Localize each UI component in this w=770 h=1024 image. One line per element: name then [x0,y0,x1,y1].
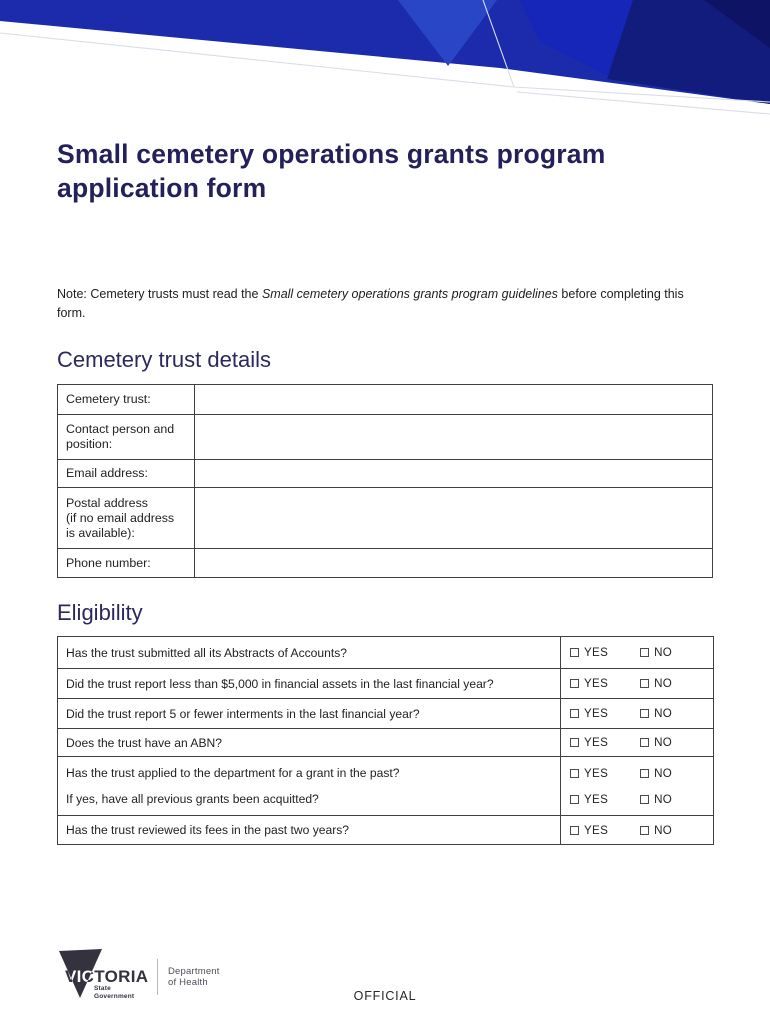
question-interments: Did the trust report 5 or fewer intermen… [57,698,561,729]
field-label-cemetery-trust: Cemetery trust: [57,384,195,415]
checkbox-icon[interactable] [640,648,650,657]
no-checkbox-option[interactable]: NO [640,824,672,837]
yes-checkbox-option[interactable]: YES [570,707,608,720]
banner-shape-bright-band [520,0,633,78]
no-label: NO [654,677,673,690]
table-row: Has the trust reviewed its fees in the p… [57,815,714,845]
yes-label: YES [584,677,609,690]
yes-label: YES [584,736,609,749]
checkbox-icon[interactable] [640,709,650,718]
banner-hairline-left [0,32,515,88]
note-suffix: before completing this form. [57,287,684,320]
table-row: Contact person and position: [57,414,713,460]
yes-label: YES [584,792,609,806]
checkbox-icon[interactable] [570,648,579,657]
yes-label: YES [584,823,609,837]
checkbox-icon[interactable] [570,679,579,688]
banner-hairline-right-upper [513,86,770,103]
checkbox-icon[interactable] [570,794,579,804]
no-checkbox-option[interactable]: NO [640,646,672,659]
table-row: Postal address (if no email address is a… [57,487,713,549]
checkbox-icon[interactable] [570,738,579,747]
question-fees-review: Has the trust reviewed its fees in the p… [57,815,561,845]
no-label: NO [654,646,673,659]
checkbox-icon[interactable] [570,709,579,718]
official-classification-label: OFFICIAL [353,989,417,1003]
table-row: Phone number: [57,548,713,578]
no-checkbox-option[interactable]: NO [640,767,672,780]
yes-checkbox-option[interactable]: YES [570,677,608,690]
question-abstracts-of-accounts: Has the trust submitted all its Abstract… [57,636,561,669]
field-label-contact-person: Contact person and position: [57,414,195,460]
victoria-state-government-logo: VICTORIA VICTORIA State Government [59,949,148,1000]
checkbox-icon[interactable] [640,738,650,747]
yes-label: YES [584,707,609,720]
trust-details-table: Cemetery trust: Contact person and posit… [57,384,713,578]
question-abn: Does the trust have an ABN? [57,728,561,757]
banner-shape-navy-right [607,0,770,104]
checkbox-icon[interactable] [640,794,650,804]
table-row: Cemetery trust: [57,384,713,415]
no-checkbox-option[interactable]: NO [640,793,672,806]
table-row: Did the trust report 5 or fewer intermen… [57,698,714,729]
header-banner [0,0,770,115]
victoria-wordmark: VICTORIA [65,967,148,986]
field-label-email-address: Email address: [57,459,195,488]
logo-divider [157,959,158,995]
checkbox-icon[interactable] [570,768,579,778]
no-label: NO [654,766,673,780]
table-row: Has the trust submitted all its Abstract… [57,636,714,669]
logo-triangle-icon [59,949,102,998]
guidelines-note: Note: Cemetery trusts must read the Smal… [57,285,713,323]
eligibility-table: Has the trust submitted all its Abstract… [57,636,714,845]
table-row: Email address: [57,459,713,488]
yes-checkbox-option[interactable]: YES [570,646,608,659]
yes-checkbox-option[interactable]: YES [570,824,608,837]
no-label: NO [654,707,673,720]
field-label-phone-number: Phone number: [57,548,195,578]
field-input-postal-address[interactable] [194,487,713,549]
field-input-contact-person[interactable] [194,414,713,460]
banner-shape-light-triangle [398,0,497,66]
section-heading-trust-details: Cemetery trust details [57,347,271,372]
yes-label: YES [584,766,609,780]
field-input-email-address[interactable] [194,459,713,488]
note-prefix: Note: Cemetery trusts must read the [57,287,262,301]
government-label: Government [94,993,135,1000]
no-label: NO [654,792,673,806]
no-label: NO [654,823,673,837]
yes-label: YES [584,646,609,659]
state-label: State [94,985,111,992]
checkbox-icon[interactable] [640,679,650,688]
checkbox-icon[interactable] [570,825,579,835]
field-label-postal-address: Postal address (if no email address is a… [57,487,195,549]
table-row: Did the trust report less than $5,000 in… [57,668,714,699]
guidelines-document-title: Small cemetery operations grants program… [261,287,558,301]
page-title: Small cemetery operations grants program… [57,139,606,203]
page-body: Small cemetery operations grants program… [0,137,770,845]
no-checkbox-option[interactable]: NO [640,736,672,749]
no-checkbox-option[interactable]: NO [640,677,672,690]
table-row: Has the trust applied to the department … [57,756,714,816]
field-input-cemetery-trust[interactable] [194,384,713,415]
table-row: Does the trust have an ABN? YES NO [57,728,714,757]
banner-hairline-right-lower [516,91,770,115]
yes-checkbox-option[interactable]: YES [570,793,608,806]
question-financial-assets: Did the trust report less than $5,000 in… [57,668,561,699]
yes-checkbox-option[interactable]: YES [570,767,608,780]
no-checkbox-option[interactable]: NO [640,707,672,720]
banner-hairline-steep [482,0,515,88]
question-previous-grants: Has the trust applied to the department … [57,756,561,816]
section-heading-eligibility: Eligibility [57,600,143,625]
no-label: NO [654,736,673,749]
banner-shape-corner [704,0,770,48]
yes-checkbox-option[interactable]: YES [570,736,608,749]
department-of-health-label: Department of Health [168,965,220,989]
field-input-phone-number[interactable] [194,548,713,578]
checkbox-icon[interactable] [640,825,650,835]
checkbox-icon[interactable] [640,768,650,778]
footer: VICTORIA VICTORIA State Government Depar… [57,946,220,1008]
